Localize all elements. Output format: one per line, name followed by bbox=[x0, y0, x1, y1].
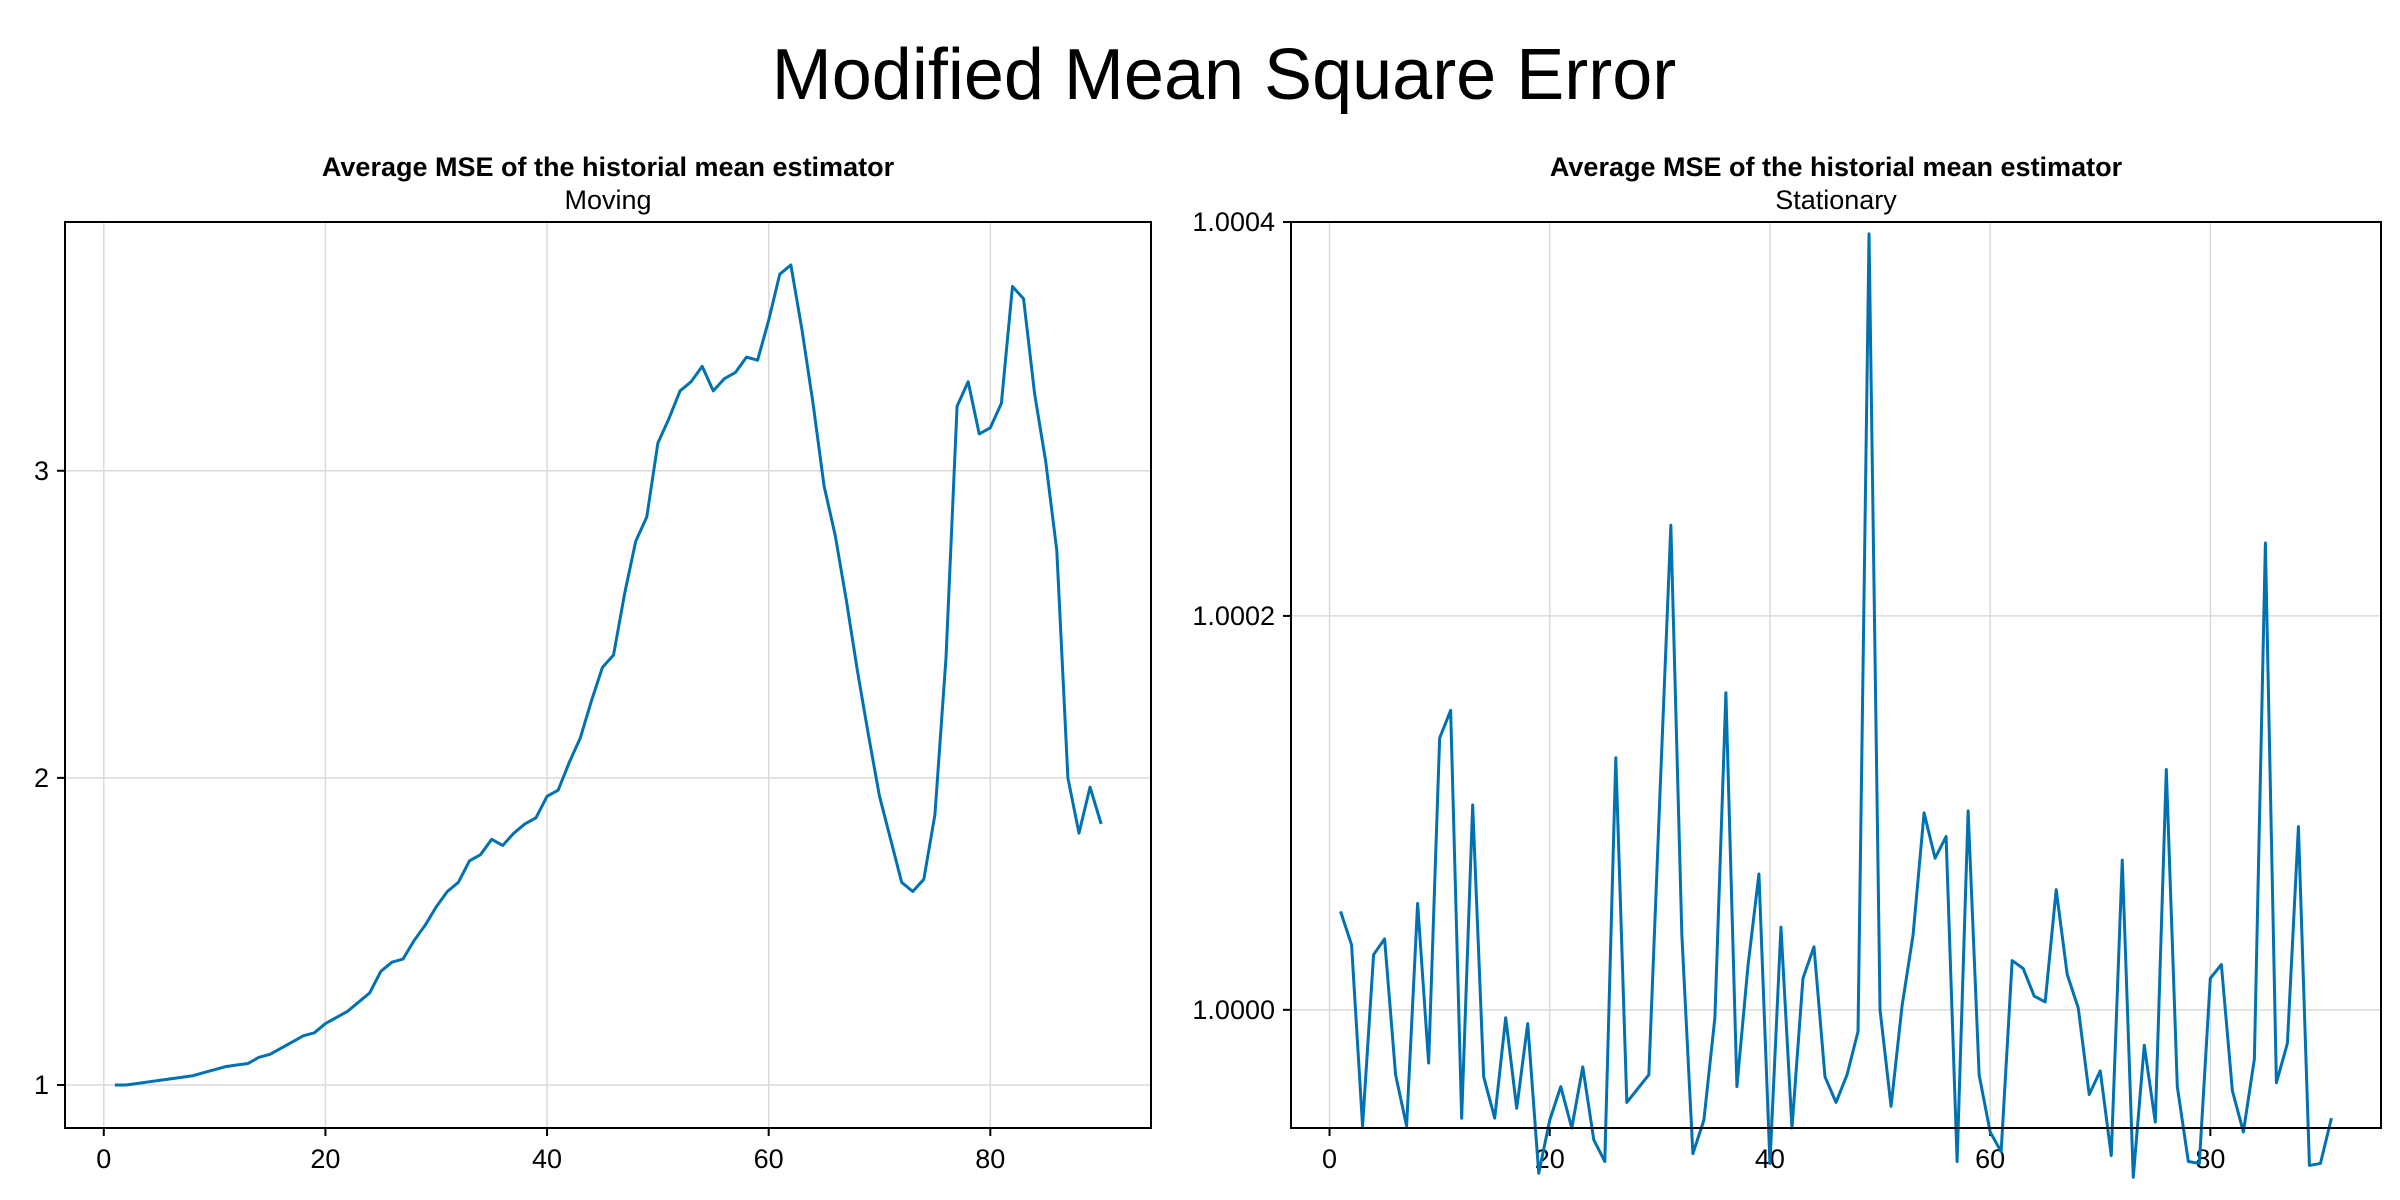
panel-stationary-y-tick-label: 1.0000 bbox=[1192, 995, 1275, 1025]
panel-stationary: Average MSE of the historial mean estima… bbox=[1192, 152, 2382, 1179]
panel-moving-ticks: 0 20 40 60 80 1 2 3 bbox=[34, 456, 1005, 1174]
panel-moving-series-line bbox=[114, 263, 1103, 1087]
figure-title: Modified Mean Square Error bbox=[772, 35, 1676, 115]
panel-stationary-x-tick-label: 0 bbox=[1322, 1144, 1337, 1174]
panel-moving-title: Average MSE of the historial mean estima… bbox=[322, 152, 895, 182]
panel-stationary-y-tick-label: 1.0004 bbox=[1192, 207, 1275, 237]
panel-moving-plot-frame bbox=[64, 221, 1152, 1129]
panel-moving-x-tick-label: 0 bbox=[96, 1144, 111, 1174]
panel-stationary-title: Average MSE of the historial mean estima… bbox=[1550, 152, 2123, 182]
panel-moving-y-tick-label: 3 bbox=[34, 456, 49, 486]
panel-moving-x-tick-label: 80 bbox=[975, 1144, 1005, 1174]
panel-stationary-grid bbox=[1291, 221, 2381, 1128]
panel-moving-x-tick-label: 60 bbox=[754, 1144, 784, 1174]
panel-stationary-plot-frame bbox=[1290, 221, 2382, 1129]
panel-moving-y-tick-label: 1 bbox=[34, 1070, 49, 1100]
panel-moving-x-tick-label: 40 bbox=[532, 1144, 562, 1174]
panel-stationary-y-tick-label: 1.0002 bbox=[1192, 601, 1275, 631]
panel-stationary-subtitle: Stationary bbox=[1775, 185, 1897, 215]
panel-moving-y-tick-label: 2 bbox=[34, 763, 49, 793]
panel-moving-subtitle: Moving bbox=[564, 185, 651, 215]
panel-moving-x-tick-label: 20 bbox=[310, 1144, 340, 1174]
panel-moving-grid bbox=[65, 222, 1151, 1128]
panel-stationary-series-line bbox=[1339, 232, 2333, 1179]
panel-moving: Average MSE of the historial mean estima… bbox=[34, 152, 1152, 1174]
